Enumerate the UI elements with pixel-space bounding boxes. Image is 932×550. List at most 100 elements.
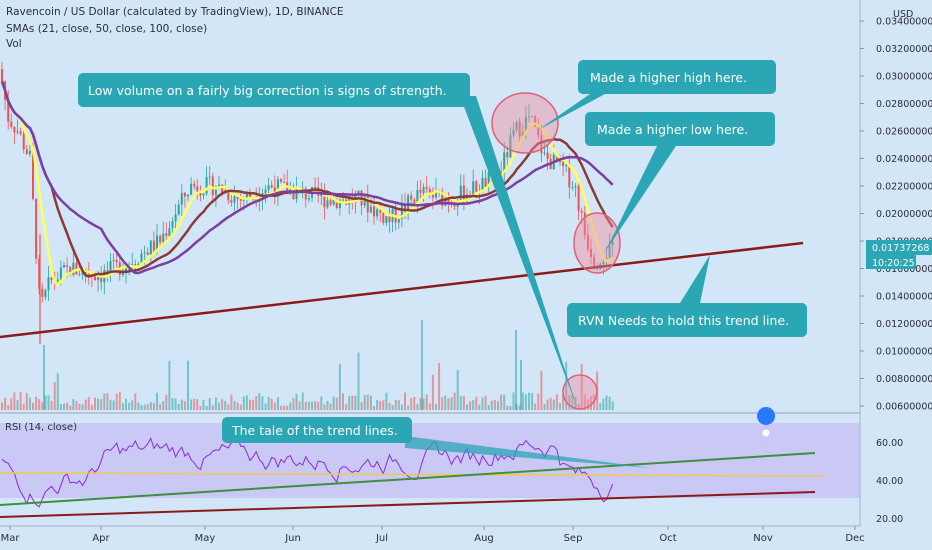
candle-body: [568, 164, 571, 188]
candle-body: [314, 186, 317, 188]
volume-bar: [183, 401, 186, 410]
volume-bar: [10, 398, 13, 410]
candle-body: [1, 69, 3, 82]
volume-bar: [475, 396, 478, 410]
volume-bar: [75, 401, 78, 410]
candle-body: [283, 181, 286, 183]
volume-bar: [462, 395, 465, 410]
candle-body: [180, 192, 183, 205]
volume-bar: [611, 401, 614, 410]
volume-bar: [218, 402, 220, 410]
candle-body: [608, 244, 611, 258]
volume-bar: [438, 363, 441, 410]
volume-bar: [382, 400, 385, 410]
volume-bar: [90, 404, 93, 410]
volume-bar: [227, 404, 230, 410]
countdown-tag: [866, 255, 916, 269]
callout-tale: [222, 417, 412, 443]
candle-body: [422, 187, 425, 193]
volume-bar: [69, 405, 72, 410]
volume-bar: [509, 405, 512, 410]
volume-bar: [580, 364, 583, 410]
volume-bar: [249, 399, 251, 410]
volume-bar: [326, 400, 329, 410]
price-tick-label: 0.02200000: [876, 182, 932, 193]
candle-body: [475, 181, 478, 193]
volume-bar: [469, 401, 472, 410]
candle-body: [38, 258, 41, 289]
candle-body: [506, 152, 509, 158]
volume-bar: [84, 399, 87, 410]
candle-body: [7, 99, 10, 122]
candle-body: [509, 135, 512, 158]
volume-bar: [404, 392, 406, 410]
price-tick-label: 0.01200000: [876, 319, 932, 330]
sma-lines: [0, 80, 614, 287]
volume-bar: [171, 398, 174, 410]
candle-body: [94, 276, 96, 281]
volume-spike: [421, 320, 423, 410]
volume-bar: [131, 400, 134, 410]
volume-bar: [568, 395, 571, 410]
volume-bar: [128, 402, 131, 410]
candle-body: [397, 218, 400, 223]
volume-bar: [481, 397, 484, 410]
volume-bar: [549, 397, 552, 410]
volume-bar: [298, 401, 301, 410]
volume-bar: [559, 403, 561, 410]
volume-bar: [571, 393, 574, 410]
candle-body: [63, 264, 65, 268]
volume-bar: [97, 398, 100, 410]
volume-bar: [602, 398, 605, 410]
volume-bar: [521, 392, 524, 410]
candle-body: [435, 190, 437, 198]
rsi-line: [1, 435, 614, 508]
candle-body: [25, 149, 28, 155]
volume-bar: [112, 400, 115, 410]
volume-bar: [500, 394, 503, 410]
candle-body: [100, 277, 103, 283]
volume-bar: [376, 399, 379, 410]
volume-bar: [118, 392, 121, 410]
volume-bar: [524, 394, 527, 410]
volume-bar: [180, 399, 183, 410]
candle-body: [59, 267, 62, 280]
callout-higher-high-text: Made a higher high here.: [590, 70, 747, 85]
candle-body: [56, 279, 59, 282]
candle-body: [540, 135, 543, 154]
volume-bar: [329, 403, 332, 410]
volume-bar: [394, 399, 397, 410]
volume-bar: [391, 405, 394, 410]
currency-label: USD: [893, 9, 913, 20]
candle-body: [280, 179, 282, 182]
volume-bar: [478, 404, 481, 410]
candle-body: [537, 126, 540, 136]
candle-body: [323, 192, 326, 208]
volume-bar: [35, 396, 38, 410]
volume-bar: [137, 402, 140, 410]
volume-bar: [459, 396, 462, 410]
volume-spike: [520, 360, 522, 410]
candle-body: [335, 199, 338, 209]
candle-body: [466, 194, 468, 202]
candle-body: [177, 204, 180, 215]
volume-spike: [43, 345, 45, 410]
tale-pointer: [405, 436, 651, 468]
volume-bar: [94, 397, 96, 410]
candle-body: [32, 150, 34, 199]
time-tick-label: Nov: [753, 533, 773, 544]
candle-body: [236, 196, 239, 200]
candle-body: [134, 263, 137, 265]
volume-bar: [484, 395, 487, 410]
candle-body: [419, 190, 422, 193]
candle-body: [518, 121, 521, 137]
candle-body: [137, 263, 140, 265]
volume-bar: [109, 399, 112, 410]
candle-body: [245, 192, 248, 200]
candle-body: [410, 195, 413, 200]
candle-body: [131, 263, 134, 265]
volume-bar: [385, 392, 388, 410]
candle-body: [78, 274, 81, 276]
volume-bar: [466, 404, 468, 410]
candle-body: [565, 164, 568, 167]
